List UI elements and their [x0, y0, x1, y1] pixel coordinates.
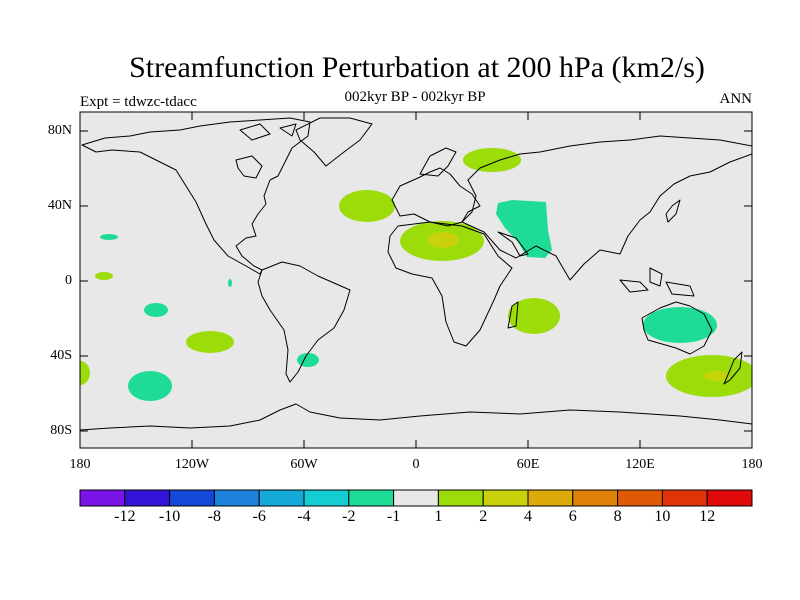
colorbar-label: 2: [479, 508, 488, 525]
plot-subtitle: 002kyr BP - 002kyr BP: [344, 89, 486, 105]
colorbar-swatch: [437, 489, 484, 507]
colorbar-label: 8: [613, 508, 622, 525]
colorbar-swatch: [661, 489, 708, 507]
coast-greenland: [295, 117, 373, 167]
contour-negative-hawaii: [100, 234, 118, 240]
map-background: [80, 112, 752, 448]
coast-arabia: [497, 231, 529, 257]
coast-indonesia: [619, 267, 695, 297]
lat-tick-label: 40S: [50, 348, 72, 363]
contour-negative-tropical-pacific: [144, 303, 168, 317]
colorbar-label: -6: [252, 508, 266, 525]
season-label: ANN: [719, 91, 753, 107]
colorbar-label: 10: [654, 508, 671, 525]
contour-positive-new-zealand-core: [704, 371, 728, 381]
coast-asia: [461, 135, 752, 281]
coast-japan: [665, 199, 681, 223]
colorbar-swatch: [258, 489, 305, 507]
colorbar-label: -12: [114, 508, 136, 525]
colorbar-label: -4: [297, 508, 311, 525]
contour-positive-madagascar: [508, 298, 560, 334]
lon-tick-label: 180: [741, 457, 763, 472]
lat-tick-label: 40N: [47, 198, 72, 213]
lat-tick-label: 0: [65, 273, 72, 288]
colorbar-swatch: [169, 489, 215, 507]
coast-europe: [391, 167, 481, 227]
coast-scandinavia: [419, 147, 457, 177]
coast-australia: [641, 301, 713, 355]
lat-tick-label: 80N: [47, 123, 72, 138]
colorbar-label: -1: [386, 508, 401, 525]
colorbar-swatch: [482, 489, 529, 507]
colorbar: [79, 489, 753, 507]
colorbar-swatch: [572, 489, 619, 507]
coast-hudson-bay: [235, 155, 263, 179]
lon-tick-label: 60E: [516, 457, 540, 472]
colorbar-label: 12: [699, 508, 716, 525]
colorbar-swatch: [617, 489, 663, 507]
colorbar-swatch: [393, 489, 439, 507]
axis-ticks: [79, 112, 753, 448]
coast-madagascar: [507, 301, 519, 329]
lon-tick-label: 120W: [174, 457, 210, 472]
experiment-label: Expt = tdwzc-tdacc: [80, 94, 197, 110]
contour-positive-north-africa-core: [427, 232, 459, 248]
contour-positive-dateline-west: [80, 361, 90, 385]
contour-positive-south-pacific: [186, 331, 234, 353]
coast-africa: [387, 221, 513, 347]
contour-regions: [80, 148, 752, 401]
colorbar-label: -2: [342, 508, 356, 525]
colorbar-swatch: [527, 489, 574, 507]
colorbar-swatch: [79, 489, 126, 507]
lon-tick-label: 120E: [625, 457, 655, 472]
lon-tick-label: 180: [69, 457, 91, 472]
contour-negative-galapagos: [228, 279, 232, 287]
colorbar-label: 6: [568, 508, 577, 525]
plot-title: Streamfunction Perturbation at 200 hPa (…: [129, 51, 705, 84]
contour-positive-arctic: [463, 148, 521, 172]
lon-tick-label: 0: [412, 457, 420, 472]
contour-positive-equatorial-pacific: [95, 272, 113, 280]
contour-negative-middle-east: [496, 200, 552, 258]
lon-tick-label: 60W: [290, 457, 318, 472]
colorbar-swatch: [348, 489, 395, 507]
colorbar-label: 1: [434, 508, 443, 525]
lat-tick-label: 80S: [50, 423, 72, 438]
coast-arctic-islands: [239, 123, 297, 141]
colorbar-label: -8: [207, 508, 222, 525]
coast-north-america: [81, 117, 311, 275]
colorbar-swatch: [706, 489, 753, 507]
colorbar-swatch: [213, 489, 260, 507]
colorbar-swatch: [124, 489, 171, 507]
contour-negative-south-pacific: [128, 371, 172, 401]
coastlines: [80, 117, 752, 431]
coast-antarctica: [80, 403, 752, 431]
contour-negative-australia: [643, 307, 717, 343]
colorbar-swatch: [303, 489, 350, 507]
contour-positive-north-atlantic: [339, 190, 395, 222]
contour-negative-chile: [297, 353, 319, 367]
colorbar-label: -10: [158, 508, 181, 525]
coast-south-america: [257, 261, 351, 383]
coast-new-zealand: [723, 351, 743, 385]
colorbar-label: 4: [524, 508, 532, 525]
